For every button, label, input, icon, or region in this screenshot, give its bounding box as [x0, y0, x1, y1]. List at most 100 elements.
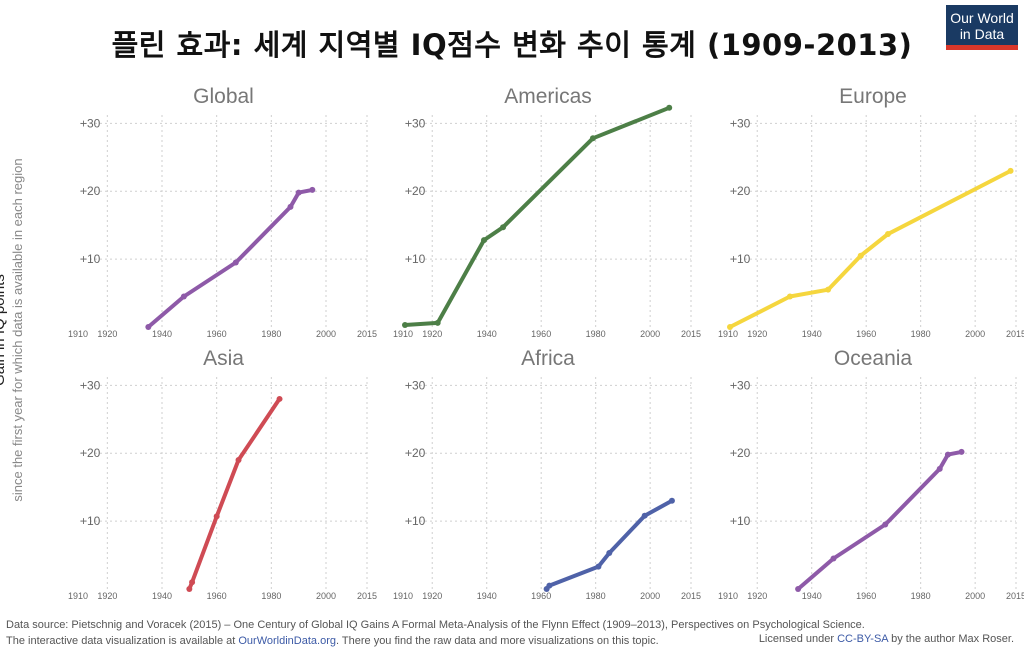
x-tick-label: 1980	[261, 329, 281, 339]
x-tick-label: 1980	[911, 591, 931, 601]
owid-logo[interactable]: Our World in Data	[946, 5, 1018, 50]
data-point	[232, 259, 239, 266]
data-point	[884, 231, 891, 238]
x-tick-label: 2015	[357, 329, 377, 339]
y-tick-label: +20	[80, 446, 101, 460]
y-tick-label: +10	[80, 514, 101, 528]
x-tick-label: 1960	[531, 591, 551, 601]
data-point	[287, 203, 294, 210]
panel-title: Asia	[203, 347, 244, 370]
data-point	[480, 237, 487, 244]
license-note: Licensed under CC-BY-SA by the author Ma…	[759, 633, 1014, 645]
x-tick-label: 1980	[586, 329, 606, 339]
license-link[interactable]: CC-BY-SA	[837, 633, 889, 645]
y-tick-label: +10	[405, 514, 426, 528]
data-point	[1007, 167, 1014, 174]
y-tick-label: +30	[730, 116, 751, 130]
y-tick-label: +20	[405, 446, 426, 460]
x-tick-label: 2015	[1006, 591, 1024, 601]
x-tick-label: 1940	[152, 591, 172, 601]
data-point	[189, 579, 196, 586]
x-tick-label: 1940	[802, 591, 822, 601]
data-point	[276, 395, 283, 402]
x-tick-label: 1910	[393, 329, 413, 339]
y-tick-label: +30	[80, 378, 101, 392]
panel-africa: +10 +20 +30 1910 1920 1940 1960 1980 2000 2015 Afr…	[393, 347, 701, 601]
x-tick-label: 2015	[1006, 329, 1024, 339]
x-tick-label: 1980	[586, 591, 606, 601]
data-point	[546, 582, 553, 589]
x-tick-label: 2000	[640, 329, 660, 339]
data-point	[235, 457, 242, 464]
y-tick-label: +10	[730, 252, 751, 266]
x-tick-label: 1910	[68, 591, 88, 601]
y-tick-label: +30	[405, 378, 426, 392]
y-tick-label: +10	[405, 252, 426, 266]
data-point	[882, 521, 889, 528]
data-source: Data source: Pietschnig and Voracek (201…	[6, 619, 865, 631]
x-tick-label: 1960	[856, 591, 876, 601]
y-tick-label: +20	[405, 184, 426, 198]
panel-title: Europe	[839, 85, 907, 108]
x-tick-label: 1920	[422, 329, 442, 339]
x-tick-label: 1910	[393, 591, 413, 601]
x-tick-label: 1910	[718, 329, 738, 339]
page-title: 플린 효과: 세계 지역별 IQ점수 변화 추이 통계 (1909-2013)	[111, 28, 913, 62]
x-tick-label: 1940	[152, 329, 172, 339]
interactive-prefix: The interactive data visualization is av…	[6, 635, 239, 647]
x-tick-label: 2000	[316, 591, 336, 601]
data-point	[830, 555, 837, 562]
x-tick-label: 2000	[640, 591, 660, 601]
y-tick-label: +20	[80, 184, 101, 198]
data-point	[795, 586, 802, 592]
data-point	[309, 186, 316, 193]
panel-oceania: +10 +20 +30 1910 1920 1940 1960 1980 2000 2015 Oce…	[718, 347, 1024, 601]
data-point	[186, 586, 193, 592]
x-tick-label: 2015	[681, 591, 701, 601]
data-point	[606, 550, 613, 557]
data-point	[595, 563, 602, 570]
x-tick-label: 1980	[261, 591, 281, 601]
data-point	[936, 465, 943, 472]
data-point	[727, 324, 733, 330]
x-tick-label: 1920	[747, 591, 767, 601]
x-tick-label: 1980	[911, 329, 931, 339]
panel-title: Africa	[521, 347, 575, 370]
data-point	[641, 512, 648, 519]
x-tick-label: 1940	[477, 591, 497, 601]
data-point	[145, 324, 152, 330]
panel-title: Global	[193, 85, 254, 108]
data-point	[589, 135, 596, 142]
y-tick-label: +30	[730, 378, 751, 392]
data-point	[668, 497, 675, 504]
x-tick-label: 1940	[477, 329, 497, 339]
data-point	[857, 252, 864, 259]
owid-link[interactable]: OurWorldinData.org	[238, 635, 336, 647]
license-prefix: Licensed under	[758, 633, 838, 645]
panel-americas: +10 +20 +30 1910 1920 1940 1960 1980 2000 2015 Ame…	[393, 85, 701, 339]
y-tick-label: +30	[405, 116, 426, 130]
data-point	[213, 513, 220, 520]
interactive-suffix: . There you find the raw data and more v…	[335, 635, 659, 647]
y-tick-label: +30	[80, 116, 101, 130]
logo-line-2: in Data	[959, 26, 1005, 42]
x-tick-label: 2000	[965, 329, 985, 339]
data-point	[944, 451, 951, 458]
x-tick-label: 1920	[747, 329, 767, 339]
series-line	[187, 396, 282, 591]
x-tick-label: 1920	[422, 591, 442, 601]
y-tick-label: +10	[730, 514, 751, 528]
panel-global: +10 +20 +30 1910 1920 1940 1960 1980 2000 2015 Glo…	[68, 85, 377, 339]
series-line	[146, 187, 315, 329]
series-line	[796, 449, 964, 591]
data-point	[958, 448, 965, 455]
x-tick-label: 1960	[856, 329, 876, 339]
y-tick-label: +20	[730, 446, 751, 460]
x-tick-label: 2000	[316, 329, 336, 339]
series-line	[728, 168, 1013, 329]
x-tick-label: 1910	[718, 591, 738, 601]
license-suffix: by the author Max Roser.	[888, 633, 1014, 645]
x-tick-label: 1960	[207, 591, 227, 601]
panel-title: Oceania	[834, 347, 913, 370]
